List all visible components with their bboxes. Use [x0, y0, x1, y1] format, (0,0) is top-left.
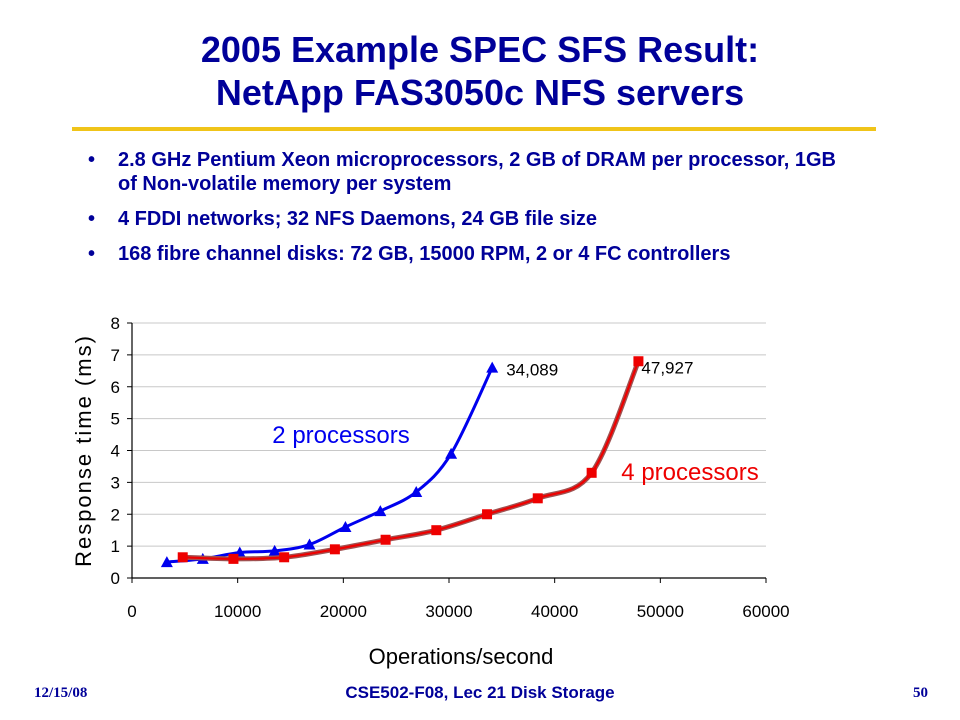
data-point-square: [177, 552, 188, 563]
x-axis-title: Operations/second: [369, 644, 554, 669]
bullet-item-disks: • 168 fibre channel disks: 72 GB, 15000 …: [84, 242, 844, 266]
series-name-label: 2 processors: [272, 422, 409, 449]
data-point-triangle: [268, 544, 281, 556]
x-tick-label: 20000: [320, 602, 367, 621]
data-point-square: [532, 493, 543, 504]
bullet-item-networks: • 4 FDDI networks; 32 NFS Daemons, 24 GB…: [84, 207, 844, 231]
y-tick-label: 2: [111, 505, 120, 524]
data-point-square: [586, 467, 597, 478]
x-tick-label: 60000: [742, 602, 789, 621]
data-point-square: [279, 552, 290, 563]
y-tick-label: 1: [111, 537, 120, 556]
series-name-label: 4 processors: [621, 459, 758, 486]
y-tick-label: 7: [111, 346, 120, 365]
bullet-dot: •: [88, 149, 96, 171]
bullet-text: 4 FDDI networks; 32 NFS Daemons, 24 GB f…: [118, 208, 598, 230]
data-point-square: [482, 509, 493, 520]
title-line-2: NetApp FAS3050c NFS servers: [215, 72, 745, 113]
y-tick-label: 4: [111, 442, 120, 461]
data-point-triangle: [160, 556, 173, 568]
data-point-triangle: [339, 521, 352, 532]
series-line-outline: [182, 360, 641, 562]
bullet-list: • 2.8 GHz Pentium Xeon microprocessors, …: [84, 148, 844, 277]
y-tick-label: 8: [111, 314, 120, 333]
bullet-dot: •: [88, 243, 96, 265]
slide-title: 2005 Example SPEC SFS Result: NetApp FAS…: [40, 28, 920, 114]
title-divider: [72, 127, 876, 131]
title-line-1: 2005 Example SPEC SFS Result:: [200, 29, 760, 70]
x-tick-label: 30000: [425, 602, 472, 621]
data-point-square: [329, 544, 340, 555]
x-tick-label: 40000: [531, 602, 578, 621]
data-point-triangle: [303, 538, 316, 550]
data-point-triangle: [486, 361, 499, 373]
x-tick-label: 10000: [214, 602, 261, 621]
data-point-triangle: [410, 485, 423, 497]
data-point-square: [228, 553, 239, 564]
data-point-square: [431, 525, 442, 536]
footer-date: 12/15/08: [34, 685, 88, 701]
series-line: [182, 360, 640, 560]
x-tick-label: 0: [127, 602, 136, 621]
page-number: 50: [913, 685, 928, 701]
y-axis-title: Response time (ms): [71, 334, 96, 567]
series-end-label: 34,089: [506, 361, 558, 380]
series-line: [166, 366, 494, 564]
y-tick-label: 3: [111, 473, 120, 492]
footer-course: CSE502-F08, Lec 21 Disk Storage: [345, 683, 615, 702]
data-point-triangle: [374, 505, 387, 517]
bullet-text: 2.8 GHz Pentium Xeon microprocessors, 2 …: [118, 149, 836, 195]
data-point-triangle: [445, 447, 458, 459]
y-tick-label: 5: [111, 410, 120, 429]
y-tick-label: 0: [111, 569, 120, 588]
data-point-square: [633, 356, 644, 367]
bullet-dot: •: [88, 208, 96, 230]
x-tick-label: 50000: [637, 602, 684, 621]
series-end-label: 47,927: [641, 358, 693, 377]
y-tick-label: 6: [111, 378, 120, 397]
data-point-square: [380, 534, 391, 545]
bullet-text: 168 fibre channel disks: 72 GB, 15000 RP…: [118, 243, 731, 265]
bullet-item-processors: • 2.8 GHz Pentium Xeon microprocessors, …: [84, 148, 844, 196]
